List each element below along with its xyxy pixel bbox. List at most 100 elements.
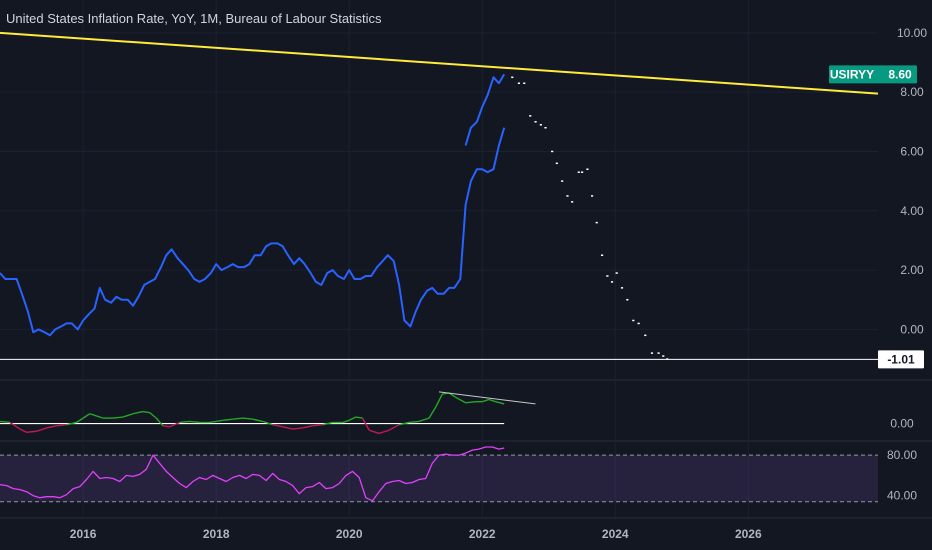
oscillator-segment [322, 421, 333, 426]
oscillator-segment [142, 410, 150, 414]
oscillator-segment [361, 417, 370, 431]
inflation-series-line[interactable] [0, 127, 506, 337]
oscillator-segment [66, 421, 77, 426]
projection-point [529, 115, 532, 117]
rsi-series-line[interactable] [0, 446, 505, 502]
oscillator-segment [209, 420, 217, 424]
oscillator-segment [302, 425, 313, 429]
rsi-y-tick-label: 40.00 [887, 489, 917, 503]
x-tick-label: 2022 [469, 527, 496, 541]
projection-point [566, 195, 569, 197]
projection-point [606, 275, 609, 277]
projection-point [534, 121, 537, 123]
projection-point [586, 168, 589, 170]
hline-badge-value: -1.01 [887, 352, 915, 366]
projection-point [632, 319, 635, 322]
rsi-panel[interactable] [0, 446, 878, 503]
y-tick-label: 8.00 [900, 85, 924, 99]
x-tick-label: 2020 [336, 527, 363, 541]
badge-symbol: USIRYY [830, 67, 874, 81]
projection-point [581, 171, 584, 173]
oscillator-segment [89, 413, 97, 417]
resistance-trendline[interactable] [0, 31, 879, 95]
oscillator-segment [282, 426, 293, 430]
oscillator-segment [355, 416, 363, 419]
projection-point [615, 272, 618, 274]
grid [0, 0, 932, 519]
oscillator-segment [272, 423, 283, 428]
projection-point [544, 126, 547, 129]
projection-point [551, 150, 554, 153]
oscillator-segment [378, 429, 390, 435]
oscillator-segment [149, 412, 157, 419]
projection-point [637, 322, 640, 325]
oscillator-segment [179, 420, 190, 424]
hline-badge: -1.01 [878, 350, 924, 369]
oscillator-panel[interactable] [0, 391, 536, 435]
oscillator-segment [162, 425, 170, 428]
y-tick-label: 4.00 [900, 204, 924, 218]
projection-point [577, 171, 580, 173]
oscillator-segment [0, 420, 11, 424]
oscillator-segment [435, 393, 443, 408]
y-tick-label: 2.00 [900, 263, 924, 277]
oscillator-segment [368, 429, 380, 435]
main-panel[interactable] [0, 31, 879, 360]
projection-point [571, 201, 574, 203]
oscillator-segment [232, 417, 243, 420]
axes: 2016 2018 2020 2022 2024 2026 10.00 8.00 6.00 4.0… [70, 26, 928, 541]
badge-background [829, 65, 917, 84]
oscillator-segment [155, 417, 164, 427]
projection-point [662, 355, 665, 357]
oscillator-segment [488, 398, 496, 403]
hline-badge-background [878, 350, 924, 369]
oscillator-trendline[interactable] [438, 391, 536, 405]
oscillator-segment [96, 415, 104, 419]
oscillator-segment [122, 413, 134, 418]
projection-point [600, 254, 604, 256]
projection-point [644, 334, 647, 337]
rsi-band [0, 455, 878, 502]
oscillator-segment [76, 417, 84, 424]
oscillator-segment [216, 419, 223, 423]
oscillator-segment [252, 418, 263, 423]
oscillator-segment [19, 428, 27, 433]
x-tick-label: 2026 [735, 527, 762, 541]
oscillator-segment [348, 416, 357, 421]
projection-point [539, 124, 542, 126]
oscillator-segment [428, 406, 437, 419]
projection-point [523, 82, 526, 84]
projection-point [517, 82, 521, 84]
oscillator-segment [46, 425, 57, 429]
badge-value: 8.60 [888, 67, 912, 81]
oscillator-segment [26, 430, 37, 434]
oscillator-segment [495, 401, 505, 405]
chart-title: United States Inflation Rate, YoY, 1M, B… [6, 11, 382, 26]
last-value-badge: USIRYY 8.60 [829, 65, 917, 84]
projection-point [650, 352, 654, 354]
oscillator-segment [262, 420, 273, 426]
oscillator-segment [189, 420, 200, 424]
y-tick-label: 10.00 [897, 26, 927, 40]
x-tick-label: 2018 [203, 527, 230, 541]
oscillator-segment [342, 419, 350, 424]
oscillator-segment [112, 416, 124, 419]
oscillator-segment [222, 418, 233, 421]
x-tick-label: 2016 [70, 527, 97, 541]
projection-point [620, 287, 624, 289]
oscillator-segment [418, 417, 430, 423]
oscillator-segment [408, 420, 420, 424]
inflation-series-line[interactable] [464, 73, 506, 146]
oscillator-segment [388, 424, 400, 431]
projection-point [561, 180, 564, 182]
oscillator-segment [82, 413, 91, 419]
projection-point [511, 76, 514, 79]
projection-point [595, 221, 598, 224]
oscillator-segment [9, 421, 21, 430]
projection-point [610, 281, 614, 283]
oscillator-y-tick-label: 0.00 [890, 417, 914, 431]
projection-point [666, 358, 669, 360]
oscillator-segment [312, 423, 323, 427]
x-tick-label: 2024 [602, 527, 629, 541]
